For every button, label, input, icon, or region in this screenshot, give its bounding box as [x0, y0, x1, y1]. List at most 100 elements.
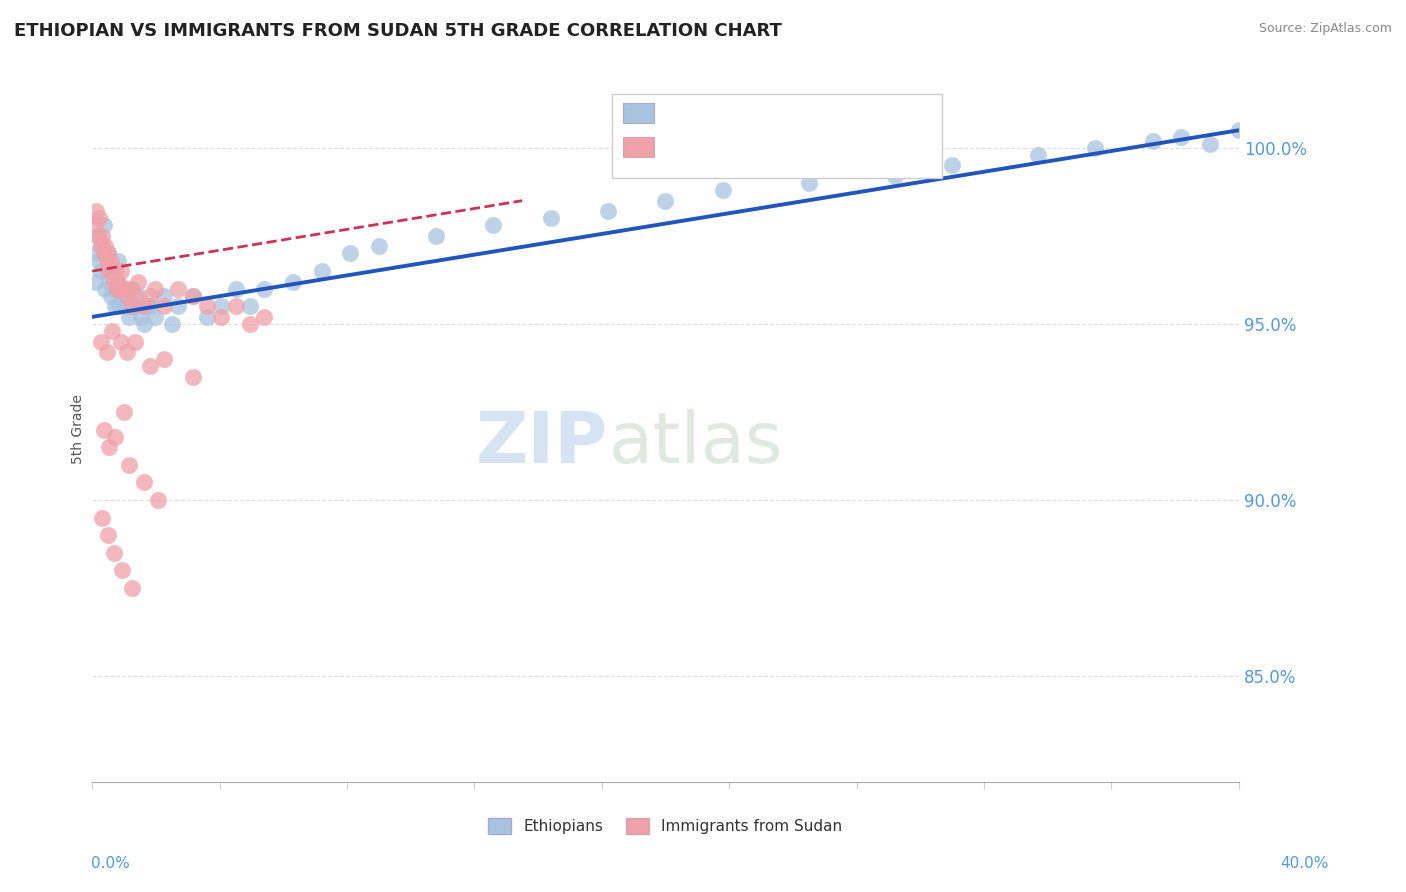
Point [98, 264, 121, 278]
Point [101, 324, 124, 338]
Point [239, 317, 262, 331]
Point [209, 299, 232, 313]
Point [115, 299, 138, 313]
Point [167, 299, 190, 313]
Point [107, 275, 129, 289]
Point [181, 369, 204, 384]
Point [94, 239, 117, 253]
Point [103, 275, 125, 289]
Point [112, 289, 135, 303]
Point [253, 310, 276, 324]
Point [797, 176, 820, 190]
Point [281, 275, 304, 289]
Point [93, 246, 115, 260]
Point [129, 310, 152, 324]
Point [711, 183, 734, 197]
Point [97, 528, 120, 542]
Point [101, 264, 124, 278]
Point [124, 334, 146, 349]
Text: ETHIOPIAN VS IMMIGRANTS FROM SUDAN 5TH GRADE CORRELATION CHART: ETHIOPIAN VS IMMIGRANTS FROM SUDAN 5TH G… [14, 22, 782, 40]
Point [195, 310, 218, 324]
Point [138, 359, 160, 374]
Point [367, 239, 389, 253]
Point [86, 246, 108, 260]
Point [84, 275, 107, 289]
Point [97, 246, 120, 260]
Point [132, 299, 155, 313]
Point [96, 264, 118, 278]
Point [540, 211, 562, 226]
Point [181, 289, 204, 303]
Point [104, 264, 127, 278]
Point [101, 264, 124, 278]
Point [167, 282, 190, 296]
Point [115, 289, 138, 303]
Point [105, 282, 128, 296]
Text: 40.0%: 40.0% [1281, 856, 1329, 871]
Point [112, 282, 135, 296]
Point [103, 546, 125, 560]
Point [110, 282, 132, 296]
Text: 58: 58 [844, 106, 866, 120]
Text: 57: 57 [844, 140, 866, 154]
Point [138, 299, 160, 313]
Point [90, 264, 112, 278]
Point [108, 282, 131, 296]
Point [93, 423, 115, 437]
Point [225, 299, 247, 313]
Point [482, 219, 505, 233]
Point [91, 228, 114, 243]
Point [112, 405, 135, 419]
Point [97, 246, 120, 260]
Point [115, 345, 138, 359]
Point [87, 228, 110, 243]
Point [90, 334, 112, 349]
Point [96, 345, 118, 359]
Point [1170, 130, 1192, 145]
Point [121, 581, 143, 595]
Point [253, 282, 276, 296]
Point [127, 289, 149, 303]
Text: atlas: atlas [609, 409, 783, 478]
Point [104, 299, 127, 313]
Point [103, 282, 125, 296]
Point [941, 159, 963, 173]
Point [104, 429, 127, 443]
Text: 0.472: 0.472 [717, 106, 768, 120]
Point [90, 239, 112, 253]
Text: 0.0%: 0.0% [91, 856, 131, 871]
Point [162, 317, 184, 331]
Point [98, 440, 121, 454]
Y-axis label: 5th Grade: 5th Grade [72, 394, 86, 465]
Point [135, 299, 157, 313]
Point [121, 282, 143, 296]
Point [146, 493, 169, 508]
Point [883, 169, 905, 183]
Point [107, 253, 129, 268]
Point [132, 475, 155, 490]
Point [93, 219, 115, 233]
Point [110, 264, 132, 278]
Point [1199, 137, 1222, 152]
Point [1142, 134, 1164, 148]
Point [105, 275, 128, 289]
Point [100, 289, 122, 303]
Point [118, 282, 141, 296]
Point [339, 246, 361, 260]
Point [132, 317, 155, 331]
Point [91, 239, 114, 253]
Point [143, 310, 166, 324]
Text: R =: R = [665, 140, 704, 154]
Point [195, 299, 218, 313]
Legend: Ethiopians, Immigrants from Sudan: Ethiopians, Immigrants from Sudan [488, 818, 842, 834]
Point [124, 289, 146, 303]
Point [84, 219, 107, 233]
Text: N =: N = [794, 106, 831, 120]
Point [98, 275, 121, 289]
Point [96, 253, 118, 268]
Point [124, 299, 146, 313]
Point [100, 253, 122, 268]
Text: R =: R = [665, 106, 700, 120]
Point [121, 299, 143, 313]
Point [127, 275, 149, 289]
